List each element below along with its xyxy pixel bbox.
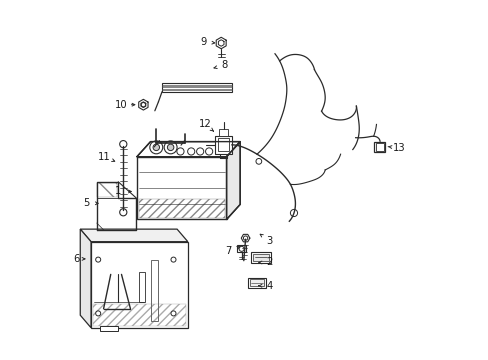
Text: 13: 13 <box>391 143 404 153</box>
Bar <box>139 272 144 302</box>
Circle shape <box>164 141 177 154</box>
Text: 6: 6 <box>73 254 79 264</box>
Circle shape <box>171 311 176 316</box>
Text: 1: 1 <box>115 186 121 197</box>
Polygon shape <box>137 141 240 157</box>
Bar <box>91 242 187 328</box>
Text: 2: 2 <box>266 257 272 267</box>
Polygon shape <box>80 229 91 328</box>
Circle shape <box>96 311 101 316</box>
Bar <box>162 83 231 92</box>
Text: 3: 3 <box>266 236 272 246</box>
Circle shape <box>120 209 126 216</box>
Circle shape <box>167 144 174 150</box>
Text: 8: 8 <box>221 60 227 70</box>
Circle shape <box>187 148 194 155</box>
Bar <box>215 135 232 154</box>
Circle shape <box>149 141 163 154</box>
Bar <box>252 253 268 261</box>
Circle shape <box>239 246 244 251</box>
Bar <box>100 326 118 331</box>
Bar <box>97 183 117 197</box>
Circle shape <box>196 148 203 155</box>
Bar <box>237 245 245 252</box>
Bar <box>151 260 158 320</box>
Circle shape <box>120 140 126 148</box>
Bar <box>373 142 384 152</box>
Bar <box>250 252 270 263</box>
Text: 10: 10 <box>114 100 127 110</box>
Bar <box>218 138 229 151</box>
Circle shape <box>153 144 159 150</box>
Text: 5: 5 <box>82 198 89 208</box>
Circle shape <box>290 210 297 217</box>
Polygon shape <box>226 141 240 220</box>
Polygon shape <box>80 229 187 242</box>
Circle shape <box>255 158 261 164</box>
Bar <box>137 157 226 220</box>
Text: 7: 7 <box>224 246 231 256</box>
Circle shape <box>243 236 247 240</box>
Bar <box>219 129 227 135</box>
Text: 12: 12 <box>198 120 211 129</box>
Bar <box>249 279 264 286</box>
Bar <box>93 305 185 326</box>
Circle shape <box>141 103 145 107</box>
Text: 11: 11 <box>97 152 110 162</box>
Circle shape <box>171 257 176 262</box>
Circle shape <box>177 148 183 155</box>
Circle shape <box>96 257 101 262</box>
Bar <box>247 278 265 288</box>
Bar <box>139 199 224 218</box>
Text: 9: 9 <box>200 37 206 47</box>
Bar <box>375 143 383 150</box>
Circle shape <box>205 148 212 155</box>
Text: 4: 4 <box>266 281 272 291</box>
